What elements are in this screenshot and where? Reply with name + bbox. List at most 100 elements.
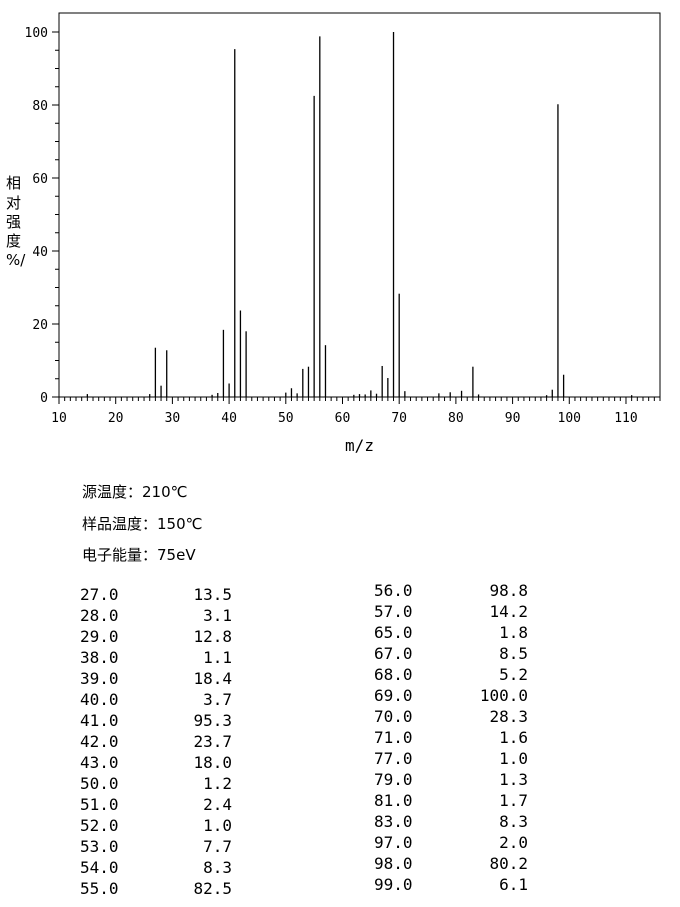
intensity-value: 13.5: [193, 585, 232, 604]
x-tick-label: 40: [221, 411, 237, 426]
table-row: 53.0 7.7: [80, 837, 232, 858]
table-row: 55.0 82.5: [80, 879, 232, 900]
intensity-value: 98.8: [489, 581, 528, 600]
mz-value: 28.0: [80, 606, 119, 625]
intensity-value: 1.3: [499, 770, 528, 789]
y-axis-label-char: 对: [6, 194, 22, 212]
y-axis-label-char: 度: [6, 232, 22, 250]
table-row: 40.0 3.7: [80, 690, 232, 711]
table-row: 83.0 8.3: [374, 812, 528, 833]
mz-value: 51.0: [80, 795, 119, 814]
y-axis-label-char: 相: [6, 174, 22, 192]
y-axis-label-char: %/: [6, 251, 26, 269]
mz-value: 67.0: [374, 644, 413, 663]
mz-value: 29.0: [80, 627, 119, 646]
mz-value: 83.0: [374, 812, 413, 831]
table-row: 99.0 6.1: [374, 875, 528, 896]
x-tick-label: 60: [335, 411, 351, 426]
table-row: 38.0 1.1: [80, 648, 232, 669]
x-tick-label: 110: [614, 411, 637, 426]
table-row: 28.0 3.1: [80, 606, 232, 627]
mz-value: 38.0: [80, 648, 119, 667]
x-tick-label: 100: [558, 411, 581, 426]
intensity-value: 5.2: [499, 665, 528, 684]
table-row: 56.0 98.8: [374, 581, 528, 602]
source-temperature: 源温度：210℃: [82, 483, 188, 501]
intensity-value: 1.2: [203, 774, 232, 793]
mz-value: 65.0: [374, 623, 413, 642]
intensity-value: 82.5: [193, 879, 232, 898]
intensity-value: 2.0: [499, 833, 528, 852]
intensity-value: 18.0: [193, 753, 232, 772]
table-row: 27.0 13.5: [80, 585, 232, 606]
mz-value: 52.0: [80, 816, 119, 835]
intensity-value: 1.6: [499, 728, 528, 747]
intensity-value: 8.3: [203, 858, 232, 877]
intensity-value: 8.3: [499, 812, 528, 831]
x-axis-label: m/z: [345, 436, 374, 455]
intensity-value: 6.1: [499, 875, 528, 894]
mz-value: 27.0: [80, 585, 119, 604]
table-row: 68.0 5.2: [374, 665, 528, 686]
table-row: 70.0 28.3: [374, 707, 528, 728]
mz-value: 40.0: [80, 690, 119, 709]
peak-table-right: 56.0 98.8 57.0 14.2 65.0 1.8 67.0 8.5 68.0 5.2 69.…: [374, 581, 528, 896]
mass-spectrum-chart: 10 20 30 40 50 60 70 80 90 100 110 0 20 40 60 80 100 m/z: [25, 12, 661, 455]
y-axis-label-char: 强: [6, 213, 22, 231]
intensity-value: 3.7: [203, 690, 232, 709]
intensity-value: 1.0: [203, 816, 232, 835]
table-row: 71.0 1.6: [374, 728, 528, 749]
intensity-value: 95.3: [193, 711, 232, 730]
table-row: 42.0 23.7: [80, 732, 232, 753]
mz-value: 41.0: [80, 711, 119, 730]
intensity-value: 100.0: [479, 686, 528, 705]
x-tick-label: 80: [448, 411, 464, 426]
table-row: 51.0 2.4: [80, 795, 232, 816]
table-row: 69.0 100.0: [374, 686, 528, 707]
table-row: 52.0 1.0: [80, 816, 232, 837]
table-row: 41.0 95.3: [80, 711, 232, 732]
intensity-value: 23.7: [193, 732, 232, 751]
y-tick-label: 100: [25, 26, 48, 41]
intensity-value: 1.1: [203, 648, 232, 667]
y-tick-label: 0: [40, 391, 48, 406]
intensity-value: 80.2: [489, 854, 528, 873]
mz-value: 39.0: [80, 669, 119, 688]
table-row: 98.0 80.2: [374, 854, 528, 875]
table-row: 77.0 1.0: [374, 749, 528, 770]
y-tick-label: 40: [32, 245, 48, 260]
table-row: 57.0 14.2: [374, 602, 528, 623]
y-tick-label: 20: [32, 318, 48, 333]
table-row: 97.0 2.0: [374, 833, 528, 854]
mz-value: 43.0: [80, 753, 119, 772]
mz-value: 54.0: [80, 858, 119, 877]
mz-value: 70.0: [374, 707, 413, 726]
table-row: 54.0 8.3: [80, 858, 232, 879]
table-row: 50.0 1.2: [80, 774, 232, 795]
electron-energy: 电子能量：75eV: [82, 546, 196, 564]
intensity-value: 1.7: [499, 791, 528, 810]
mz-value: 57.0: [374, 602, 413, 621]
mz-value: 50.0: [80, 774, 119, 793]
x-tick-label: 90: [505, 411, 521, 426]
mz-value: 99.0: [374, 875, 413, 894]
mz-value: 53.0: [80, 837, 119, 856]
intensity-value: 28.3: [489, 707, 528, 726]
y-tick-label: 80: [32, 99, 48, 114]
table-row: 65.0 1.8: [374, 623, 528, 644]
table-row: 43.0 18.0: [80, 753, 232, 774]
plot-frame: [58, 12, 661, 398]
intensity-value: 3.1: [203, 606, 232, 625]
x-tick-label: 20: [108, 411, 124, 426]
mz-value: 56.0: [374, 581, 413, 600]
mz-value: 97.0: [374, 833, 413, 852]
table-row: 81.0 1.7: [374, 791, 528, 812]
mz-value: 68.0: [374, 665, 413, 684]
table-row: 67.0 8.5: [374, 644, 528, 665]
x-tick-label: 10: [51, 411, 67, 426]
intensity-value: 1.8: [499, 623, 528, 642]
intensity-value: 2.4: [203, 795, 232, 814]
mz-value: 42.0: [80, 732, 119, 751]
mz-value: 81.0: [374, 791, 413, 810]
y-tick-label: 60: [32, 172, 48, 187]
